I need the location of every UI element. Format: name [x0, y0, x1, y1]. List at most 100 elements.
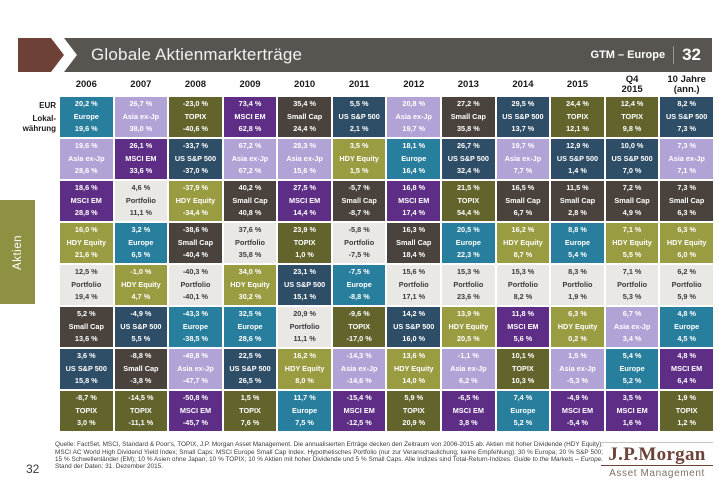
return-cell: 8,3 % Portfolio 1,9 % [551, 265, 604, 305]
return-cell: 3,2 % Europe 6,5 % [114, 223, 168, 263]
asset-label: Portfolio [562, 279, 593, 289]
return-cell: 27,5 % MSCI EM 14,4 % [278, 181, 331, 221]
asset-label: US S&P 500 [611, 153, 653, 163]
grid-column: 2009 73,4 % MSCI EM 62,8 % 67,2 % Asia ex-Jp 6… [223, 75, 277, 431]
return-cell: -7,5 % Europe -8,8 % [332, 265, 386, 305]
return-cell: 4,8 % MSCI EM 6,4 % [660, 349, 713, 389]
return-cell: -38,6 % Small Cap -40,4 % [169, 223, 222, 263]
eur-return: 11,7 % [293, 393, 316, 403]
eur-return: 4,6 % [131, 183, 151, 193]
eur-return: 16,0 % [74, 225, 98, 235]
asset-label: MSCI EM [343, 405, 375, 415]
return-cell: 19,6 % Asia ex-Jp 28,6 % [60, 139, 113, 179]
return-cell: -23,0 % TOPIX -40,6 % [169, 97, 222, 137]
return-cell: 12,9 % US S&P 500 1,4 % [551, 139, 604, 179]
asset-label: Asia ex-Jp [340, 363, 378, 373]
local-return: 62,8 % [238, 124, 262, 134]
local-return: 3,4 % [622, 334, 642, 344]
asset-label: TOPIX [184, 111, 207, 121]
local-return: 7,0 % [622, 166, 642, 176]
eur-return: 12,4 % [620, 99, 644, 109]
asset-label: TOPIX [512, 363, 534, 373]
local-return: 5,4 % [568, 250, 587, 260]
asset-label: Europe [619, 363, 645, 373]
eur-return: 24,4 % [566, 99, 589, 109]
local-return: 28,6 % [74, 166, 98, 176]
local-return: -5,4 % [566, 418, 589, 428]
asset-label: US S&P 500 [229, 363, 271, 373]
local-return: 16,0 % [402, 334, 426, 344]
local-return: -40,1 % [182, 292, 209, 302]
local-return: 8,2 % [513, 292, 533, 302]
eur-return: -9,6 % [348, 309, 370, 319]
eur-return: 8,2 % [677, 99, 696, 109]
return-cell: 4,8 % Europe 4,5 % [660, 307, 713, 347]
local-return: 67,2 % [238, 166, 262, 176]
eur-return: -40,3 % [182, 267, 209, 277]
asset-label: Small Cap [559, 195, 596, 205]
return-cell: -1,0 % HDY Equity 4,7 % [114, 265, 168, 305]
eur-return: -1,1 % [457, 351, 479, 361]
return-cell: 7,3 % Asia ex-Jp 7,1 % [660, 139, 713, 179]
asset-label: Asia ex-Jp [613, 321, 651, 331]
return-cell: 26,7 % US S&P 500 32,4 % [442, 139, 495, 179]
asset-label: HDY Equity [121, 279, 161, 289]
local-return: 7,1 % [677, 166, 696, 176]
eur-return: -7,5 % [348, 267, 370, 277]
eur-return: -4,9 % [130, 309, 152, 319]
asset-label: TOPIX [621, 111, 643, 121]
eur-return: 3,6 % [76, 351, 96, 361]
local-return: 1,4 % [568, 166, 587, 176]
page-title: Globale Aktienmarkterträge [91, 45, 303, 64]
asset-label: Small Cap [232, 195, 268, 205]
eur-return: 6,7 % [622, 309, 642, 319]
divider [673, 46, 675, 64]
return-cell: 7,2 % Small Cap 4,9 % [605, 181, 659, 221]
asset-label: US S&P 500 [338, 111, 380, 121]
asset-label: MSCI EM [234, 111, 266, 121]
local-return: 11,1 % [293, 334, 316, 344]
column-header: 2012 [403, 79, 425, 91]
return-cell: 1,5 % Asia ex-Jp -5,3 % [551, 349, 604, 389]
return-cell: 16,0 % HDY Equity 21,6 % [60, 223, 113, 263]
return-cell: -43,3 % Europe -38,5 % [169, 307, 222, 347]
eur-return: 16,3 % [402, 225, 426, 235]
local-return: 30,2 % [238, 292, 262, 302]
eur-return: -5,8 % [348, 225, 370, 235]
eur-return: 7,2 % [622, 183, 642, 193]
asset-label: Europe [455, 237, 481, 247]
return-cell: 3,5 % MSCI EM 1,6 % [605, 391, 659, 431]
eur-return: 16,8 % [402, 183, 426, 193]
asset-label: US S&P 500 [393, 321, 435, 331]
local-return: 54,4 % [456, 208, 480, 218]
eur-return: -6,5 % [457, 393, 479, 403]
local-return: 12,1 % [566, 124, 589, 134]
eur-return: 7,1 % [622, 225, 642, 235]
local-return: -47,7 % [182, 376, 209, 386]
asset-label: Portfolio [398, 279, 429, 289]
return-cell: 20,5 % Europe 22,3 % [442, 223, 495, 263]
eur-return: 73,4 % [238, 99, 262, 109]
eur-return: 37,6 % [238, 225, 262, 235]
column-header: 2013 [457, 79, 479, 91]
eur-return: 67,2 % [238, 141, 262, 151]
eur-return: 40,2 % [238, 183, 262, 193]
eur-return: -5,7 % [348, 183, 370, 193]
column-header: 10 Jahre (ann.) [667, 74, 706, 95]
return-cell: 67,2 % Asia ex-Jp 67,2 % [223, 139, 277, 179]
local-return: 4,7 % [131, 292, 151, 302]
eur-return: -37,9 % [182, 183, 209, 193]
eur-return: 3,2 % [131, 225, 151, 235]
return-cell: 23,9 % TOPIX 1,0 % [278, 223, 331, 263]
eur-return: 34,0 % [238, 267, 262, 277]
asset-label: Small Cap [505, 195, 541, 205]
asset-label: MSCI EM [70, 195, 102, 205]
eur-return: -43,3 % [182, 309, 209, 319]
return-cell: -37,9 % HDY Equity -34,4 % [169, 181, 222, 221]
return-cell: -4,9 % US S&P 500 5,5 % [114, 307, 168, 347]
return-cell: 18,1 % Europe 16,4 % [387, 139, 441, 179]
asset-label: HDY Equity [503, 237, 543, 247]
return-cell: 16,2 % HDY Equity 8,7 % [496, 223, 550, 263]
asset-label: MSCI EM [452, 405, 484, 415]
eur-return: -14,5 % [128, 393, 154, 403]
